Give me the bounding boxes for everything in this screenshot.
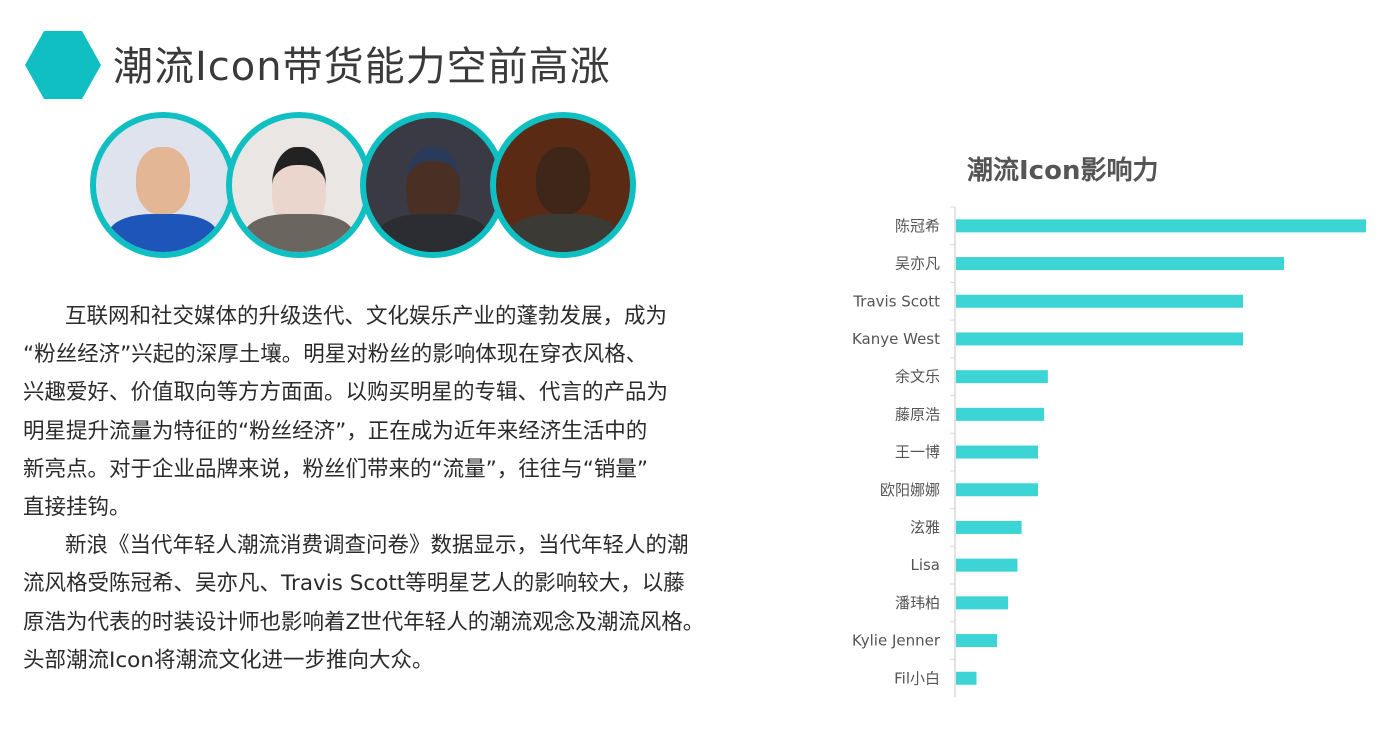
category-label: Lisa	[910, 556, 940, 574]
page-title: 潮流Icon带货能力空前高涨	[113, 44, 611, 90]
bar-8	[956, 520, 1022, 534]
bar-7	[956, 483, 1038, 497]
bar-0	[956, 219, 1366, 233]
bar-2	[956, 294, 1243, 308]
bar-11	[956, 634, 997, 648]
avatar-photo-2	[226, 112, 372, 258]
bar-10	[956, 596, 1009, 610]
paragraph-line: 明星提升流量为特征的“粉丝经济”，正在成为近年来经济生活中的	[23, 418, 648, 444]
bar-5	[956, 407, 1045, 421]
paragraph-line: 直接挂钩。	[23, 495, 131, 521]
paragraph-line: 兴趣爱好、价值取向等方方面面。以购买明星的专辑、代言的产品为	[23, 380, 669, 406]
bar-3	[956, 332, 1243, 346]
category-label: Kanye West	[852, 330, 940, 348]
category-label: 陈冠希	[895, 217, 940, 235]
category-label: Travis Scott	[852, 292, 940, 310]
bar-1	[956, 257, 1284, 271]
category-label: 王一博	[895, 443, 940, 461]
paragraph-line: 流风格受陈冠希、吴亦凡、Travis Scott等明星艺人的影响较大，以藤	[23, 571, 685, 597]
category-label: 欧阳娜娜	[880, 481, 940, 499]
category-label: 余文乐	[895, 368, 940, 386]
avatar-photo-1	[90, 112, 236, 258]
category-label: 藤原浩	[895, 405, 940, 423]
bar-6	[956, 445, 1038, 459]
paragraph-line: 新亮点。对于企业品牌来说，粉丝们带来的“流量”，往往与“销量”	[23, 456, 649, 482]
bar-4	[956, 370, 1048, 384]
category-label: Kylie Jenner	[852, 632, 941, 650]
paragraph-line: 头部潮流Icon将潮流文化进一步推向大众。	[23, 647, 434, 673]
body-paragraph: 互联网和社交媒体的升级迭代、文化娱乐产业的蓬勃发展，成为 “粉丝经济”兴起的深厚…	[23, 298, 783, 680]
category-label: 泫雅	[910, 518, 940, 536]
category-label: 吴亦凡	[895, 255, 940, 273]
paragraph-line: 新浪《当代年轻人潮流消费调查问卷》数据显示，当代年轻人的潮	[65, 533, 689, 559]
paragraph-line: 原浩为代表的时装设计师也影响着Z世代年轻人的潮流观念及潮流风格。	[23, 609, 705, 635]
hexagon-bullet-icon	[25, 31, 101, 99]
category-label: 潘玮柏	[895, 594, 940, 612]
paragraph-line: “粉丝经济”兴起的深厚土壤。明星对粉丝的影响体现在穿衣风格、	[23, 342, 648, 368]
paragraph-line: 互联网和社交媒体的升级迭代、文化娱乐产业的蓬勃发展，成为	[65, 304, 668, 329]
bar-9	[956, 558, 1018, 572]
bar-12	[956, 671, 977, 685]
chart-title: 潮流Icon影响力	[967, 156, 1159, 186]
avatar-photo-3	[360, 112, 506, 258]
avatar-photo-4	[490, 112, 636, 258]
category-label: Fil小白	[894, 669, 940, 687]
